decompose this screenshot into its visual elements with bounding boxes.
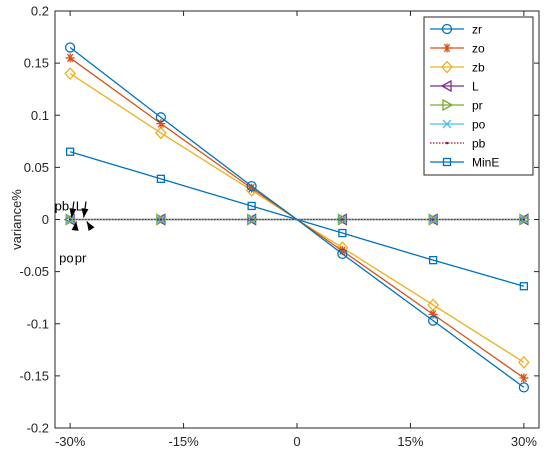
data-point-pb <box>522 218 526 221</box>
y-tick-label: 0 <box>42 212 49 227</box>
data-point-mine <box>519 282 529 291</box>
y-axis-label: variance% <box>9 189 24 250</box>
y-tick-label: 0.1 <box>31 108 49 123</box>
legend-label-pr: pr <box>472 99 483 113</box>
data-point-zr <box>155 112 167 123</box>
legend-entry-mine: MinE <box>430 156 499 170</box>
legend-marker-zb <box>441 60 453 74</box>
data-point-pb <box>159 218 163 221</box>
legend-marker-po <box>442 119 452 129</box>
data-point-zr <box>518 382 530 393</box>
annotation-arrow <box>81 201 89 218</box>
legend-label-l: L <box>472 80 479 94</box>
data-point-zo <box>247 183 257 193</box>
data-point-pb <box>431 218 435 221</box>
series-line-zr <box>69 46 525 388</box>
data-point-mine <box>338 228 347 238</box>
annotation-label-l: L <box>76 199 83 214</box>
legend-marker-l <box>440 79 452 93</box>
legend-label-pb: pb <box>472 137 486 151</box>
series-pb <box>68 218 526 221</box>
data-point-pb <box>68 218 72 221</box>
legend-label-zo: zo <box>472 42 485 56</box>
legend-entry-zo: zo <box>430 42 485 56</box>
data-point-zb <box>154 126 167 140</box>
annotation-label-pr: pr <box>75 251 87 266</box>
data-point-zo <box>519 373 529 383</box>
x-tick-label: 15% <box>397 434 423 449</box>
legend: zr zo zb Lpr po pb MinE <box>423 16 534 176</box>
y-tick-label: -0.2 <box>27 421 49 436</box>
x-tick-label: 30% <box>511 434 537 449</box>
x-tick-label: -30% <box>55 434 86 449</box>
annotation-layer: pb Lpo pr <box>55 199 95 266</box>
annotation-arrow <box>69 201 77 218</box>
legend-marker-zo <box>442 43 452 53</box>
x-tick-label: -15% <box>168 434 199 449</box>
annotation-label-pb: pb <box>55 199 69 214</box>
legend-entry-po: po <box>430 118 486 132</box>
data-point-zr <box>427 315 439 326</box>
legend-label-mine: MinE <box>472 156 499 170</box>
legend-label-zr: zr <box>472 23 482 37</box>
data-point-zo <box>156 119 166 129</box>
y-tick-label: 0.2 <box>31 4 49 19</box>
x-tick-label: 0 <box>293 434 300 449</box>
data-point-pb <box>341 218 344 221</box>
data-point-zr <box>246 180 257 192</box>
data-point-zb <box>517 355 530 369</box>
data-point-zo <box>65 53 75 63</box>
legend-marker-mine <box>442 157 452 167</box>
series-zr <box>64 42 530 393</box>
data-point-zo <box>337 246 347 256</box>
y-tick-label: 0.15 <box>24 56 49 71</box>
plot-border <box>54 10 540 429</box>
data-point-zr <box>337 248 348 260</box>
legend-box <box>423 16 534 176</box>
legend-marker-pb <box>445 141 449 145</box>
legend-label-po: po <box>472 118 486 132</box>
annotation-arrow <box>86 221 95 231</box>
legend-entry-l: L <box>430 80 479 94</box>
legend-entry-zr: zr <box>430 23 482 37</box>
legend-entry-zb: zb <box>430 61 485 75</box>
legend-entry-pb: pb <box>430 137 486 151</box>
data-point-pb <box>250 218 253 221</box>
annotation-label-po: po <box>59 251 73 266</box>
data-point-mine <box>65 147 75 156</box>
legend-label-zb: zb <box>472 61 485 75</box>
y-tick-label: -0.15 <box>19 368 49 383</box>
series-layer <box>63 42 531 393</box>
data-point-pr <box>65 213 77 226</box>
legend-marker-zr <box>441 23 453 35</box>
y-tick-label: -0.05 <box>19 264 49 279</box>
data-point-zb <box>64 67 77 81</box>
data-point-mine <box>247 201 256 211</box>
y-tick-label: -0.1 <box>27 316 49 331</box>
data-point-mine <box>428 256 438 265</box>
data-point-zo <box>428 309 438 319</box>
data-point-mine <box>156 174 166 183</box>
annotation-arrow <box>71 221 79 231</box>
legend-marker-pr <box>442 98 454 112</box>
y-tick-label: 0.05 <box>24 160 49 175</box>
legend-entry-pr: pr <box>430 99 483 113</box>
data-point-zr <box>64 42 76 53</box>
ticks-layer: -30% -15% 0 15% 30% -0.2 -0.15 -0.1 -0.05 0 0.05 0.… <box>19 4 539 449</box>
